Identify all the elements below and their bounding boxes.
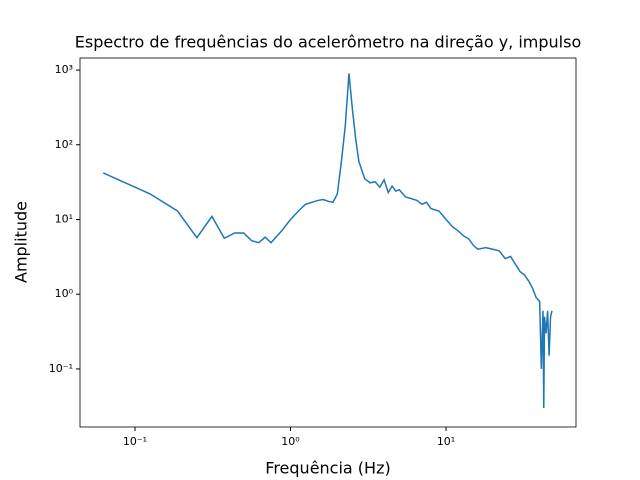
y-tick-label: 10³ (55, 63, 73, 76)
x-tick-label: 10¹ (437, 435, 455, 448)
y-tick-label: 10¹ (55, 212, 73, 225)
x-tick-label: 10⁻¹ (123, 435, 147, 448)
chart-title: Espectro de frequências do acelerômetro … (75, 33, 581, 52)
x-axis-label: Frequência (Hz) (265, 459, 390, 478)
y-tick-label: 10⁻¹ (49, 362, 73, 375)
data-line (102, 73, 553, 408)
x-tick-label: 10⁰ (281, 435, 300, 448)
y-tick-label: 10² (55, 138, 73, 151)
y-axis-label: Amplitude (12, 201, 31, 283)
y-tick-label: 10⁰ (55, 287, 74, 300)
plot-frame (79, 57, 577, 428)
